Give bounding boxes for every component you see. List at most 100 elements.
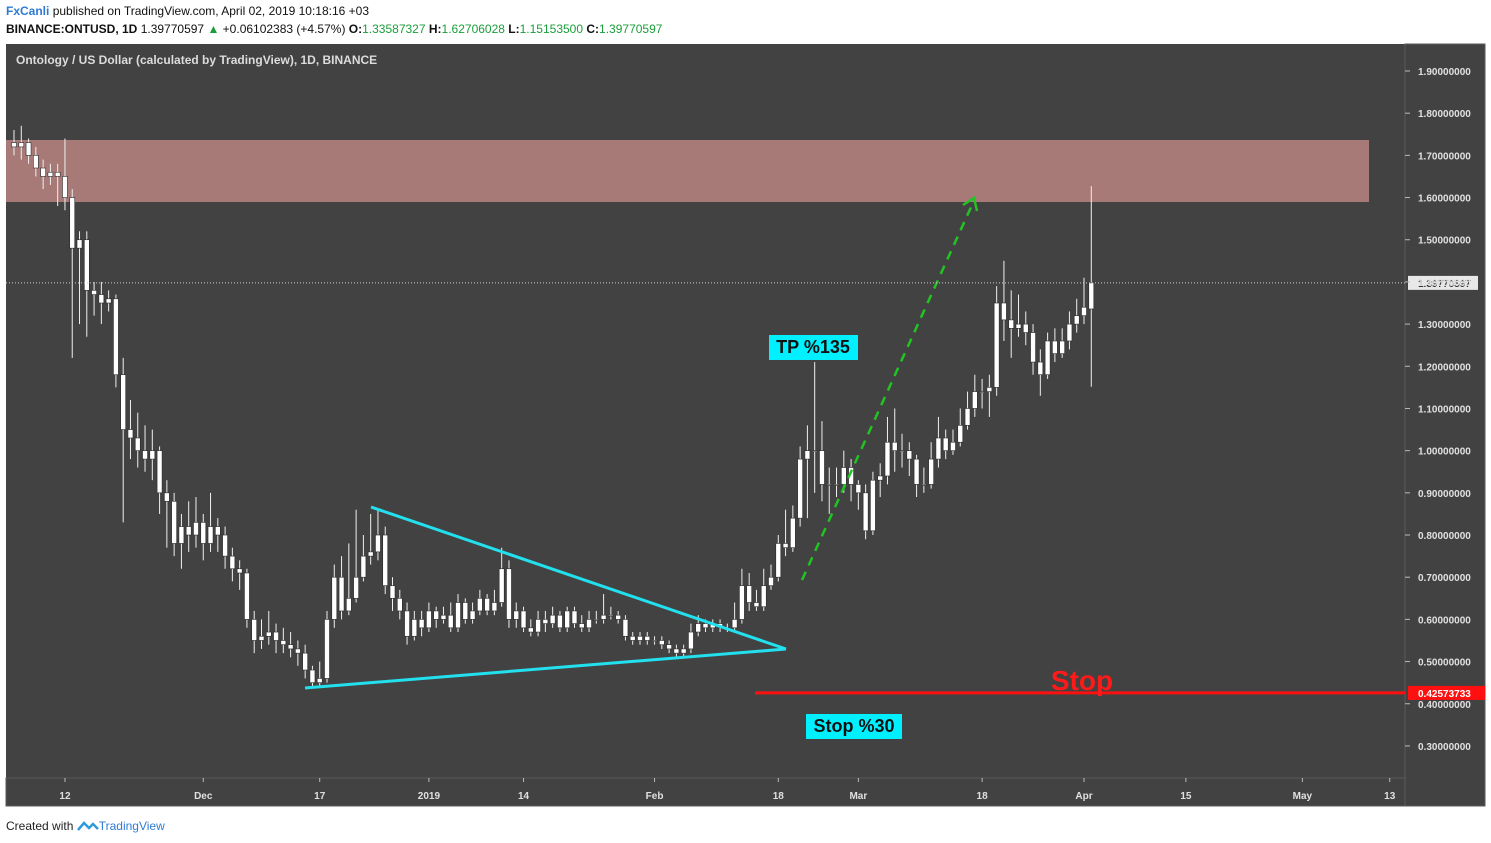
l-value: 1.15153500: [519, 22, 584, 36]
x-tick-label: 12: [59, 791, 71, 802]
candle-body: [1066, 323, 1073, 342]
candle-body: [338, 576, 345, 612]
candle-body: [753, 602, 760, 608]
candle-body: [382, 534, 389, 586]
candle-body: [906, 450, 913, 460]
candle-body: [928, 458, 934, 485]
candle-body: [1059, 340, 1065, 354]
candle-body: [76, 239, 83, 249]
author[interactable]: FxCanli: [6, 4, 50, 18]
candle-body: [913, 458, 920, 485]
candle-body: [760, 585, 767, 608]
candle-body: [768, 576, 774, 586]
symbol-line: BINANCE:ONTUSD, 1D 1.39770597 ▲ +0.06102…: [6, 22, 662, 36]
candle-body: [979, 391, 985, 393]
candle-body: [193, 522, 199, 536]
y-tick-label: 1.20000000: [1418, 362, 1471, 373]
candle-body: [484, 597, 490, 612]
candle-body: [1088, 282, 1095, 310]
candle-body: [731, 619, 738, 629]
candle-body: [367, 551, 374, 557]
chart-title: Ontology / US Dollar (calculated by Trad…: [16, 53, 377, 67]
candle-body: [564, 610, 571, 629]
candle-body: [324, 619, 330, 679]
candle-body: [477, 597, 483, 612]
candle-body: [680, 648, 687, 654]
candle-body: [746, 585, 752, 603]
candle-body: [593, 619, 600, 621]
candle-body: [1081, 306, 1087, 316]
y-tick-label: 0.60000000: [1418, 615, 1471, 626]
candle-body: [40, 167, 46, 177]
candle-body: [972, 391, 978, 409]
candle-body: [840, 467, 847, 485]
stop-price-tag: [1408, 685, 1485, 700]
candle-body: [1001, 302, 1007, 321]
y-tick-label: 0.90000000: [1418, 489, 1471, 500]
candle-body: [251, 619, 258, 641]
candle-body: [396, 597, 403, 612]
candle-body: [447, 614, 454, 629]
candle-body: [819, 450, 825, 485]
logo: [76, 821, 99, 831]
y-tick-label: 0.50000000: [1418, 658, 1471, 669]
x-tick-label: Mar: [849, 791, 867, 802]
up-arrow: ▲: [207, 22, 220, 36]
candle-body: [462, 602, 469, 620]
candle-body: [1037, 361, 1044, 376]
candle-body: [586, 619, 592, 629]
candle-body: [469, 610, 476, 620]
stop-label: Stop: [1051, 665, 1113, 696]
symbol: BINANCE:ONTUSD, 1D: [6, 22, 138, 36]
candle-body: [578, 623, 585, 629]
candle-body: [739, 585, 745, 620]
candle-body: [258, 635, 265, 641]
candle-body: [244, 572, 250, 620]
candle-body: [528, 627, 534, 633]
candle-body: [702, 623, 709, 629]
candle-body: [659, 640, 665, 645]
candle-body: [804, 450, 811, 460]
candle-body: [178, 526, 185, 544]
y-tick-label: 1.90000000: [1418, 67, 1471, 78]
candle-body: [353, 576, 359, 599]
x-tick-label: 18: [977, 791, 989, 802]
y-tick-label: 1.00000000: [1418, 447, 1471, 458]
candle-body: [200, 522, 207, 544]
o-value: 1.33587327: [362, 22, 426, 36]
y-tick-label: 1.10000000: [1418, 404, 1471, 415]
stop-pct-box: [806, 714, 902, 739]
candle-body: [520, 610, 527, 629]
candle-body: [265, 631, 272, 637]
y-tick-label: 1.60000000: [1418, 194, 1471, 205]
candle-body: [629, 635, 636, 641]
arrow-head: [962, 195, 979, 212]
candle-body: [921, 484, 927, 486]
candle-body: [935, 437, 942, 460]
candle-body: [222, 534, 228, 557]
price-axis: [1404, 43, 1486, 807]
candle-body: [1022, 323, 1029, 333]
candle-body: [229, 555, 236, 570]
candle-body: [113, 298, 119, 376]
candle-body: [331, 576, 338, 620]
candle-body: [171, 500, 177, 544]
candle-body: [855, 484, 862, 494]
candle-body: [651, 640, 658, 642]
candle-body: [185, 526, 192, 536]
candle-body: [782, 543, 789, 548]
y-tick-label: 0.30000000: [1418, 742, 1471, 753]
candle-body: [535, 619, 541, 633]
candle-body: [1044, 340, 1051, 376]
candle-body: [375, 534, 381, 553]
candle-body: [105, 298, 112, 304]
c-label: C:: [586, 22, 600, 36]
x-tick-label: 18: [773, 791, 785, 802]
stop-pct-label: Stop %30: [813, 716, 894, 736]
candle-body: [1030, 332, 1036, 363]
brand[interactable]: TradingView: [98, 819, 165, 833]
last: 1.39770597: [140, 22, 205, 36]
candle-body: [498, 568, 505, 603]
candle-body: [295, 648, 301, 654]
